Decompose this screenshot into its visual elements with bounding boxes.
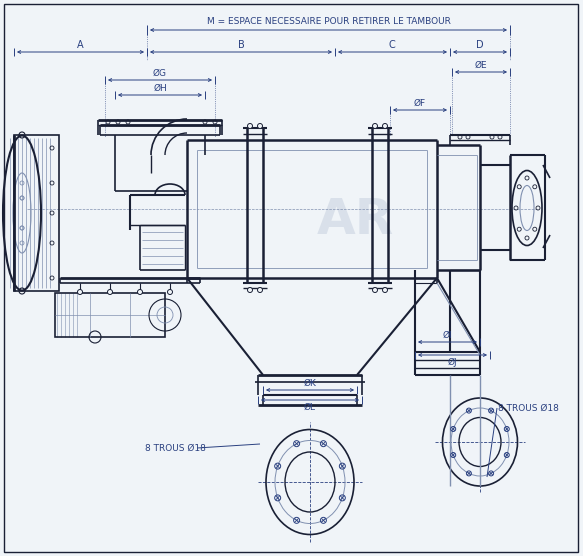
Circle shape	[167, 290, 173, 295]
Text: ØG: ØG	[153, 68, 167, 77]
Text: ØL: ØL	[304, 403, 316, 411]
Text: 8 TROUS Ø18: 8 TROUS Ø18	[145, 444, 206, 453]
Circle shape	[138, 290, 142, 295]
Circle shape	[373, 123, 378, 128]
Text: AR: AR	[317, 196, 394, 244]
Circle shape	[78, 290, 83, 295]
Text: ØJ: ØJ	[447, 358, 457, 366]
Text: ØK: ØK	[304, 379, 317, 388]
Text: ØF: ØF	[414, 98, 426, 107]
Text: M = ESPACE NECESSAIRE POUR RETIRER LE TAMBOUR: M = ESPACE NECESSAIRE POUR RETIRER LE TA…	[206, 17, 451, 26]
Circle shape	[258, 287, 262, 292]
Text: B: B	[238, 40, 244, 50]
Circle shape	[248, 123, 252, 128]
Bar	[55, 293, 165, 337]
Bar	[14, 135, 59, 291]
Text: ØE: ØE	[475, 61, 487, 70]
Circle shape	[258, 123, 262, 128]
Text: C: C	[389, 40, 395, 50]
Text: A: A	[77, 40, 83, 50]
Circle shape	[382, 287, 388, 292]
Text: 8 TROUS Ø18: 8 TROUS Ø18	[498, 404, 559, 413]
Text: D: D	[476, 40, 484, 50]
Circle shape	[382, 123, 388, 128]
Circle shape	[373, 287, 378, 292]
Circle shape	[248, 287, 252, 292]
Text: ØI: ØI	[442, 330, 452, 340]
Circle shape	[107, 290, 113, 295]
Text: ØH: ØH	[153, 83, 167, 92]
